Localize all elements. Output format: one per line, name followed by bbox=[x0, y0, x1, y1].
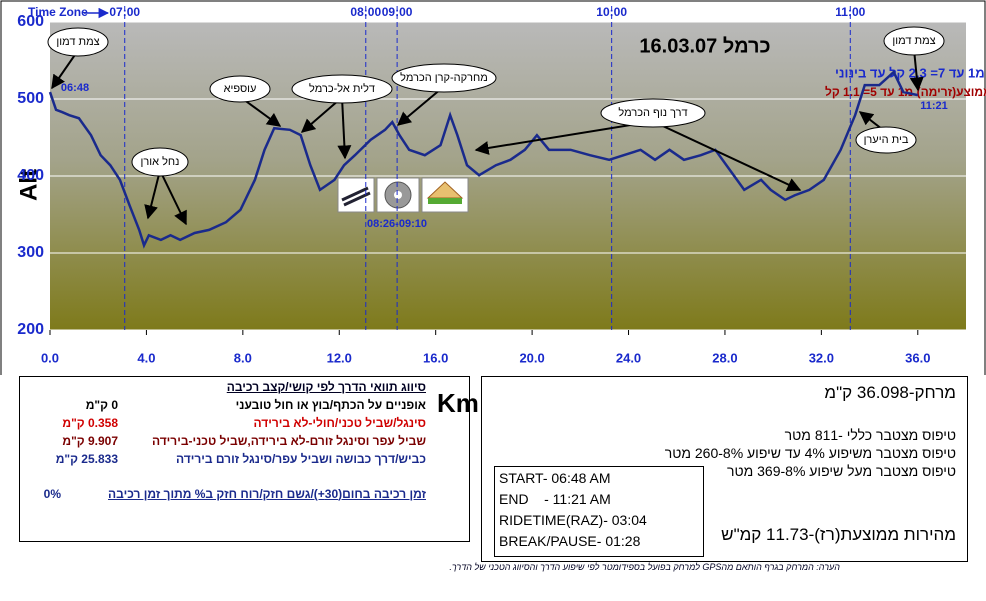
x-tick-label: 20.0 bbox=[519, 350, 544, 365]
time-note: 08:26-09:10 bbox=[367, 218, 427, 230]
callout-arrow bbox=[159, 169, 187, 226]
callout-arrow bbox=[396, 85, 445, 126]
callout-bubble bbox=[883, 26, 945, 56]
weather-label: זמן רכיבה בחום(30+)/גשם חזק/רוח חזק ב% מ… bbox=[108, 487, 426, 501]
time-stat: BREAK/PAUSE- 01:28 bbox=[499, 533, 641, 549]
time-note: 06:48 bbox=[61, 82, 89, 94]
time-note: 11:21 bbox=[920, 100, 948, 112]
callout-bubble bbox=[47, 27, 109, 57]
callout-bubble bbox=[291, 74, 393, 104]
chart-title: כרמל 16.03.07 bbox=[639, 35, 770, 57]
climb-stat: טיפוס מצטבר משיפוע 4% עד שיפוע 8%-260 מט… bbox=[664, 445, 956, 461]
callout-bubble bbox=[209, 75, 271, 103]
x-tick-label: 36.0 bbox=[905, 350, 930, 365]
y-axis-label: Alt bbox=[15, 169, 42, 201]
callout-arrow bbox=[909, 49, 924, 92]
time-stat: START- 06:48 AM bbox=[499, 470, 611, 486]
icons bbox=[337, 177, 469, 213]
time-zone-label: Time Zone bbox=[28, 5, 88, 19]
time-marker-label: 09:00 bbox=[382, 5, 413, 19]
time-marker-label: 11:00 bbox=[835, 5, 865, 19]
callout-label: דלית אל-כרמל bbox=[309, 82, 375, 95]
callout-label: מחרקה-קרן הכרמל bbox=[400, 71, 488, 84]
x-axis-label: Km bbox=[437, 388, 479, 418]
x-tick-label: 4.0 bbox=[137, 350, 155, 365]
distance: מרחק-36.098 ק"מ bbox=[824, 383, 956, 402]
classification-label: סינגל/שביל טכני/חולי-לא בירידה bbox=[253, 416, 426, 430]
time-marker-label: 08:00 bbox=[350, 5, 381, 19]
classification-value: 9.907 ק"מ bbox=[62, 434, 118, 448]
time-marker-label: 10:00 bbox=[596, 5, 627, 19]
footnote: הערה: המרחק בגרף הותאם מהGPS למרחק בפועל… bbox=[449, 562, 840, 572]
callout-arrow bbox=[337, 97, 352, 160]
classification-label: כביש/דרך כבושה ושביל עפר/סינגל זורם בירי… bbox=[175, 452, 426, 466]
time-stat: RIDETIME(RAZ)- 03:04 bbox=[499, 512, 647, 528]
callout-label: עוספיא bbox=[224, 83, 257, 95]
x-tick-label: 28.0 bbox=[712, 350, 737, 365]
classification-label: אופניים על הכתף/בוץ או חול טובעני bbox=[235, 398, 426, 412]
callout-bubble bbox=[600, 98, 706, 128]
elevation-line bbox=[48, 70, 919, 249]
callout-arrow bbox=[652, 120, 802, 192]
classification-value: 0 ק"מ bbox=[85, 398, 118, 412]
callout-bubble bbox=[855, 126, 917, 154]
time-stat: END - 11:21 AM bbox=[499, 491, 611, 507]
y-tick-label: 400 bbox=[17, 167, 44, 184]
x-tick-label: 0.0 bbox=[41, 350, 59, 365]
x-tick-label: 24.0 bbox=[616, 350, 641, 365]
weather-value: 0% bbox=[43, 487, 61, 501]
callout-label: צמת דמון bbox=[892, 35, 935, 47]
climb-stat: טיפוס מצטבר כללי -811 מטר bbox=[784, 427, 956, 443]
y-tick-label: 500 bbox=[17, 90, 44, 107]
callout-arrow bbox=[51, 49, 79, 90]
times-box bbox=[494, 466, 704, 557]
x-tick-label: 12.0 bbox=[327, 350, 352, 365]
x-tick-label: 32.0 bbox=[809, 350, 834, 365]
callout-arrow bbox=[144, 170, 161, 220]
callout-bubble bbox=[131, 147, 189, 177]
classification-box bbox=[19, 376, 470, 542]
page-border bbox=[0, 0, 986, 375]
callout-label: דרך נוף הכרמל bbox=[618, 106, 687, 119]
callout-label: בית היערן bbox=[864, 134, 909, 146]
classification-title: סיווג תוואי הדרך לפי קושי/קצב רכיבה bbox=[226, 380, 426, 394]
y-tick-label: 300 bbox=[17, 244, 44, 261]
classification-value: 25.833 ק"מ bbox=[55, 452, 118, 466]
callout-bubble bbox=[391, 63, 497, 93]
y-tick-label: 600 bbox=[17, 13, 44, 30]
callout-arrow bbox=[474, 120, 654, 155]
x-tick-label: 16.0 bbox=[423, 350, 448, 365]
x-tick-label: 8.0 bbox=[234, 350, 252, 365]
subtitle: דרגת קושי(סבולת) זז מ1 עד 7= 2.3 קל עד ב… bbox=[835, 65, 986, 80]
time-marker-label: 07:00 bbox=[109, 5, 140, 19]
y-tick-label: 200 bbox=[17, 321, 44, 338]
classification-value: 0.358 ק"מ bbox=[62, 416, 118, 430]
average-speed: מהירות ממוצעת(רז)-11.73 קמ"ש bbox=[721, 525, 956, 544]
callout-label: צמת דמון bbox=[56, 36, 99, 48]
callout-label: נחל אורן bbox=[141, 155, 180, 168]
climb-stat: טיפוס מצטבר מעל שיפוע 8%-369 מטר bbox=[726, 463, 956, 479]
chart: Alt Time Zone כרמל 16.03.07 דרגת קושי(סב… bbox=[0, 0, 986, 375]
classification-label: שביל עפר וסינגל זורם-לא בירידה,שביל טכני… bbox=[151, 434, 426, 448]
